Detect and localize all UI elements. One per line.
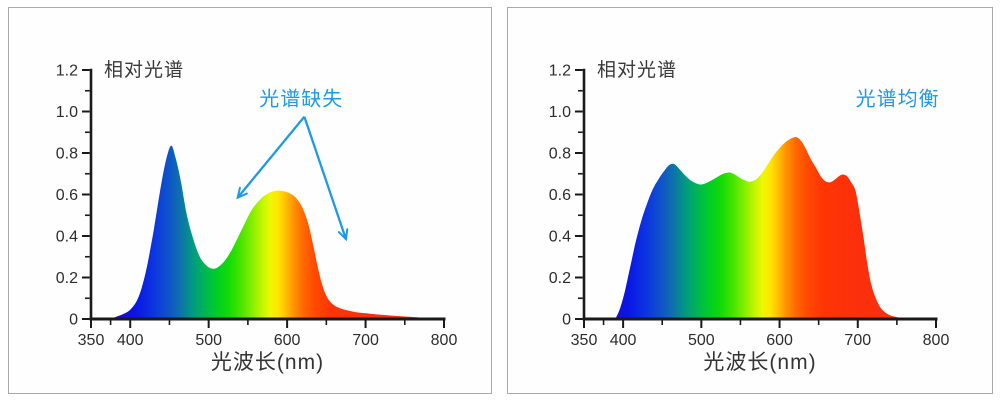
svg-text:350: 350	[571, 332, 598, 349]
svg-text:1.2: 1.2	[56, 63, 78, 80]
spectrum-chart-deficient: 350 400 500 600 700 800 0 0.2 0.4 0.6 0.8 1.0 1.2	[56, 63, 458, 350]
svg-text:400: 400	[117, 332, 144, 349]
svg-text:800: 800	[923, 332, 950, 349]
axes	[575, 68, 938, 328]
svg-text:0.4: 0.4	[56, 229, 78, 246]
svg-text:600: 600	[274, 332, 301, 349]
axes	[82, 68, 446, 328]
svg-text:1.0: 1.0	[549, 104, 571, 121]
svg-text:0.6: 0.6	[56, 187, 78, 204]
svg-text:0: 0	[69, 312, 78, 329]
panel-spectrum-deficient: 350 400 500 600 700 800 0 0.2 0.4 0.6 0.8 1.0 1.2 相对…	[8, 7, 492, 394]
svg-text:800: 800	[431, 332, 458, 349]
svg-text:0.8: 0.8	[549, 146, 571, 163]
svg-text:600: 600	[766, 332, 793, 349]
panel-spectrum-balanced: 350 400 500 600 700 800 0 0.2 0.4 0.6 0.8 1.0 1.2 相对…	[507, 7, 993, 394]
svg-text:0.8: 0.8	[56, 146, 78, 163]
svg-text:0.4: 0.4	[549, 229, 571, 246]
svg-text:350: 350	[78, 332, 105, 349]
x-axis-label: 光波长(nm)	[703, 351, 817, 374]
chart-title: 相对光谱	[597, 60, 678, 81]
svg-text:500: 500	[195, 332, 222, 349]
annotation-spectrum-missing: 光谱缺失	[259, 88, 344, 111]
svg-text:0.6: 0.6	[549, 187, 571, 204]
svg-text:700: 700	[352, 332, 379, 349]
svg-text:0.2: 0.2	[56, 270, 78, 287]
x-axis-label: 光波长(nm)	[210, 351, 325, 374]
annotation-arrow	[236, 115, 306, 200]
chart-title: 相对光谱	[104, 60, 185, 81]
tick-labels: 350 400 500 600 700 800 0 0.2 0.4 0.6 0.8 1.0 1.2	[549, 63, 950, 350]
svg-text:0: 0	[562, 312, 571, 329]
spectrum-chart-balanced: 350 400 500 600 700 800 0 0.2 0.4 0.6 0.8 1.0 1.2	[549, 63, 950, 350]
annotation-spectrum-balanced: 光谱均衡	[855, 88, 940, 111]
svg-text:500: 500	[688, 332, 715, 349]
svg-text:700: 700	[844, 332, 871, 349]
spectrum-area	[615, 137, 911, 319]
svg-text:1.0: 1.0	[56, 104, 78, 121]
svg-text:0.2: 0.2	[549, 270, 571, 287]
annotation-arrow	[303, 116, 349, 242]
svg-text:1.2: 1.2	[549, 63, 571, 80]
spectrum-area	[109, 145, 445, 319]
tick-labels: 350 400 500 600 700 800 0 0.2 0.4 0.6 0.8 1.0 1.2	[56, 63, 458, 350]
svg-text:400: 400	[610, 332, 637, 349]
